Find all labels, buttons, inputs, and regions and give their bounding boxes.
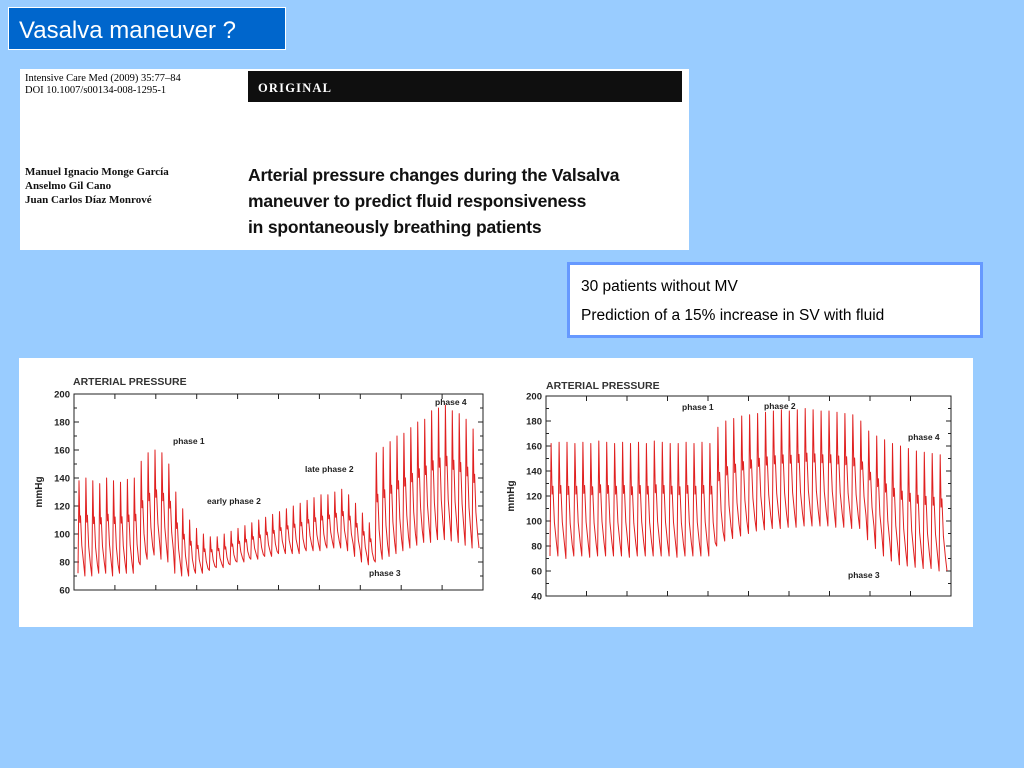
y-tick-label: 200 — [54, 390, 70, 401]
charts-canvas: ARTERIAL PRESSURE 60 80 100 120 140 160 180 200 m… — [34, 376, 952, 603]
phase-annotation: early phase 2 — [207, 496, 261, 506]
y-tick-label: 160 — [526, 442, 542, 453]
section-label: ORIGINAL — [258, 81, 333, 95]
y-tick-label: 60 — [59, 586, 70, 597]
y-axis-label: mmHg — [506, 480, 517, 511]
paper-title-line: maneuver to predict fluid responsiveness — [248, 191, 587, 211]
phase-annotation: phase 1 — [173, 436, 205, 446]
pressure-waveform — [77, 404, 480, 577]
y-tick-label: 80 — [59, 558, 70, 569]
phase-annotation: phase 4 — [435, 397, 467, 407]
phase-annotation: phase 3 — [848, 570, 880, 580]
chart-title: ARTERIAL PRESSURE — [546, 380, 660, 392]
phase-annotation: phase 3 — [369, 568, 401, 578]
plot-frame — [73, 393, 484, 591]
chart-title: ARTERIAL PRESSURE — [73, 376, 187, 388]
pressure-charts: ARTERIAL PRESSURE 60 80 100 120 140 160 180 200 m… — [19, 358, 973, 627]
y-tick-label: 180 — [526, 417, 542, 428]
info-line-patients: 30 patients without MV — [581, 278, 738, 295]
paper-header: Intensive Care Med (2009) 35:77–84 DOI 1… — [20, 69, 689, 250]
info-line-prediction: Prediction of a 15% increase in SV with … — [581, 307, 885, 324]
y-tick-label: 200 — [526, 392, 542, 403]
phase-annotation: phase 1 — [682, 402, 714, 412]
y-tick-label: 80 — [531, 542, 542, 553]
author-name: Manuel Ignacio Monge García — [25, 166, 169, 178]
paper-title-line: Arterial pressure changes during the Val… — [248, 165, 620, 185]
phase-annotation: late phase 2 — [305, 464, 354, 474]
y-tick-label: 100 — [526, 517, 542, 528]
journal-citation: Intensive Care Med (2009) 35:77–84 DOI 1… — [25, 73, 181, 97]
paper-title: Arterial pressure changes during the Val… — [248, 162, 619, 240]
phase-annotation: phase 4 — [908, 432, 940, 442]
study-info-box: 30 patients without MV Prediction of a 1… — [567, 262, 983, 338]
author-list: Manuel Ignacio Monge García Anselmo Gil … — [25, 165, 169, 207]
y-tick-label: 160 — [54, 446, 70, 457]
author-name: Anselmo Gil Cano — [25, 180, 112, 192]
pressure-waveform — [549, 408, 948, 572]
slide-title: Vasalva maneuver ? — [8, 7, 286, 50]
y-tick-label: 60 — [531, 567, 542, 578]
y-tick-label: 100 — [54, 530, 70, 541]
author-name: Juan Carlos Díaz Monrové — [25, 194, 152, 206]
y-tick-label: 40 — [531, 592, 542, 603]
y-tick-label: 120 — [54, 502, 70, 513]
y-tick-label: 140 — [54, 474, 70, 485]
phase-annotation: phase 2 — [764, 401, 796, 411]
y-axis-label: mmHg — [34, 476, 45, 507]
journal-line: Intensive Care Med (2009) 35:77–84 — [25, 73, 181, 84]
y-tick-label: 180 — [54, 418, 70, 429]
paper-title-line: in spontaneously breathing patients — [248, 217, 542, 237]
y-tick-label: 140 — [526, 467, 542, 478]
section-bar: ORIGINAL — [248, 71, 682, 102]
pressure-chart-2: ARTERIAL PRESSURE 40 60 80 100 120 140 160 180 20… — [506, 380, 952, 603]
y-tick-label: 120 — [526, 492, 542, 503]
pressure-chart-1: ARTERIAL PRESSURE 60 80 100 120 140 160 180 200 m… — [34, 376, 484, 597]
doi-line: DOI 10.1007/s00134-008-1295-1 — [25, 85, 167, 96]
